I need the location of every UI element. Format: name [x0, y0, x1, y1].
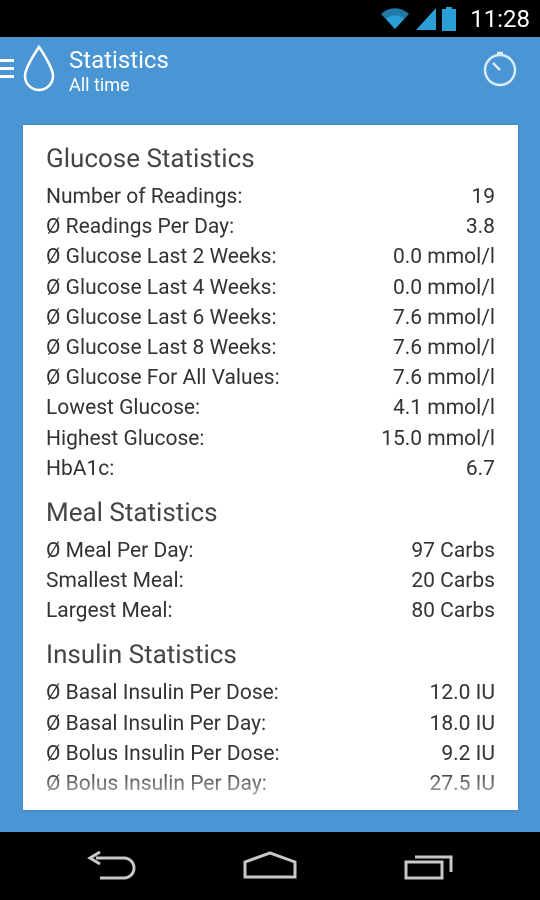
stat-value: 80 Carbs: [411, 599, 495, 624]
stat-label: HbA1c:: [46, 456, 115, 481]
section-title-insulin: Insulin Statistics: [46, 640, 237, 671]
stat-row: Ø Glucose Last 2 Weeks: 0.0 mmol/l: [46, 242, 495, 272]
stat-label: Ø Bolus Insulin Per Dose:: [46, 741, 280, 766]
insulin-section: Insulin Statistics Ø Basal Insulin Per D…: [46, 632, 495, 799]
stat-row: Ø Glucose Last 8 Weeks: 7.6 mmol/l: [46, 333, 495, 363]
home-icon[interactable]: [242, 850, 298, 880]
stat-row: Ø Glucose For All Values: 7.6 mmol/l: [46, 363, 495, 393]
stat-value: 12.0 IU: [429, 681, 495, 706]
stat-label: Ø Meal Per Day:: [46, 538, 194, 563]
stat-label: Lowest Glucose:: [46, 396, 201, 421]
status-clock: 11:28: [470, 4, 530, 33]
stat-label: Smallest Meal:: [46, 569, 184, 594]
statistics-card[interactable]: Glucose Statistics Number of Readings: 19…: [23, 125, 518, 810]
stat-value: 7.6 mmol/l: [392, 335, 495, 360]
stat-label: Ø Basal Insulin Per Day:: [46, 711, 267, 736]
stat-row: Ø Glucose Last 4 Weeks: 0.0 mmol/l: [46, 273, 495, 303]
hamburger-icon[interactable]: [0, 59, 14, 81]
stat-value: 15.0 mmol/l: [381, 426, 495, 451]
status-icons: 11:28: [380, 0, 530, 37]
navigation-bar: [0, 832, 540, 900]
stat-row: Largest Meal: 80 Carbs: [46, 596, 495, 626]
page-subtitle: All time: [69, 75, 130, 96]
stat-value: 20 Carbs: [411, 569, 495, 594]
stat-value: 27.5 IU: [429, 772, 495, 796]
stat-label: Ø Glucose Last 2 Weeks:: [46, 245, 277, 270]
stat-value: 97 Carbs: [411, 538, 495, 563]
stat-label: Ø Glucose Last 6 Weeks:: [46, 305, 277, 330]
stat-value: 7.6 mmol/l: [392, 366, 495, 391]
recents-icon[interactable]: [403, 850, 455, 880]
stat-value: 3.8: [465, 215, 495, 240]
glucose-section: Glucose Statistics Number of Readings: 19…: [46, 136, 495, 484]
stat-row: Ø Basal Insulin Per Dose: 12.0 IU: [46, 678, 495, 708]
status-bar: 11:28: [0, 0, 540, 37]
stat-row: Ø Readings Per Day: 3.8: [46, 212, 495, 242]
stat-label: Largest Meal:: [46, 599, 173, 624]
stat-row: Ø Glucose Last 6 Weeks: 7.6 mmol/l: [46, 303, 495, 333]
action-bar: Statistics All time: [0, 37, 540, 103]
stat-value: 4.1 mmol/l: [392, 396, 495, 421]
stat-row: Highest Glucose: 15.0 mmol/l: [46, 424, 495, 454]
water-drop-icon[interactable]: [22, 45, 56, 93]
stat-value: 18.0 IU: [429, 711, 495, 736]
battery-icon: [442, 6, 457, 31]
stat-row: Ø Basal Insulin Per Day: 18.0 IU: [46, 709, 495, 739]
section-title-glucose: Glucose Statistics: [46, 144, 255, 174]
stat-row: Ø Meal Per Day: 97 Carbs: [46, 536, 495, 566]
meal-section: Meal Statistics Ø Meal Per Day: 97 Carbs …: [46, 490, 495, 627]
section-title-meal: Meal Statistics: [46, 497, 218, 528]
stat-row: Smallest Meal: 20 Carbs: [46, 566, 495, 596]
stat-value: 7.6 mmol/l: [392, 305, 495, 330]
stat-label: Highest Glucose:: [46, 426, 205, 451]
stat-label: Ø Bolus Insulin Per Day:: [46, 772, 267, 796]
stat-value: 19: [471, 185, 495, 209]
stat-row: Ø Bolus Insulin Per Day: 27.5 IU: [46, 769, 495, 799]
wifi-icon: [381, 7, 410, 29]
stat-label: Ø Glucose Last 8 Weeks:: [46, 335, 277, 360]
timer-icon[interactable]: [482, 51, 518, 87]
stat-value: 9.2 IU: [441, 741, 495, 766]
stat-row: HbA1c: 6.7: [46, 454, 495, 484]
stat-label: Number of Readings:: [46, 185, 243, 209]
stat-label: Ø Readings Per Day:: [46, 215, 235, 240]
stat-row: Ø Bolus Insulin Per Dose: 9.2 IU: [46, 739, 495, 769]
back-icon[interactable]: [86, 850, 138, 880]
page-title: Statistics: [69, 46, 169, 74]
signal-icon: [416, 7, 437, 30]
stat-row: Number of Readings: 19: [46, 182, 495, 212]
stat-value: 0.0 mmol/l: [392, 275, 495, 300]
stat-value: 0.0 mmol/l: [392, 245, 495, 270]
stat-label: Ø Glucose Last 4 Weeks:: [46, 275, 277, 300]
stat-row: Lowest Glucose: 4.1 mmol/l: [46, 393, 495, 423]
stat-label: Ø Basal Insulin Per Dose:: [46, 681, 279, 706]
stat-label: Ø Glucose For All Values:: [46, 366, 280, 391]
stat-value: 6.7: [465, 456, 495, 481]
